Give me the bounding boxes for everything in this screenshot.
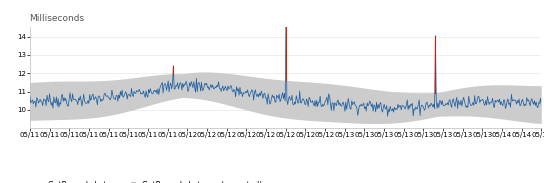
Legend: GetRecords Latency, GetRecords Latency (expected): GetRecords Latency, GetRecords Latency (… bbox=[34, 178, 266, 183]
Text: Milliseconds: Milliseconds bbox=[29, 14, 84, 23]
